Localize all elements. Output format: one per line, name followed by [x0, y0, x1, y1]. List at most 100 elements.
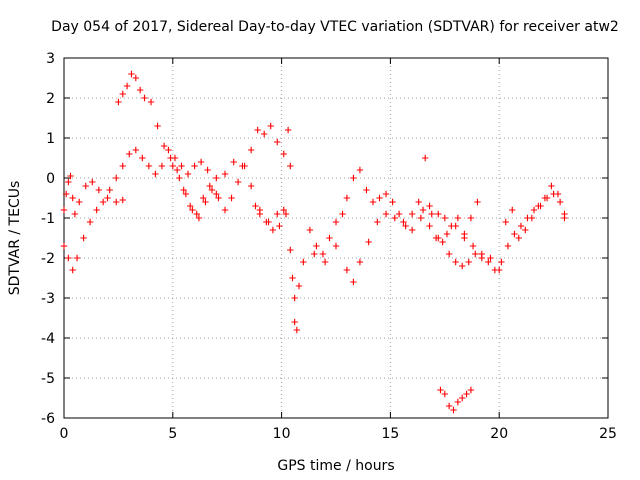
data-point [450, 406, 457, 414]
data-point [193, 210, 200, 218]
series-arc-3 [115, 70, 220, 218]
data-point [228, 194, 235, 202]
data-point [417, 214, 425, 222]
data-point [169, 162, 176, 170]
data-point [165, 146, 172, 154]
data-point [419, 206, 427, 214]
data-point [382, 210, 390, 218]
data-point [263, 218, 270, 226]
data-point [504, 242, 512, 250]
data-point [145, 162, 153, 170]
data-point [139, 154, 146, 162]
data-point [213, 174, 220, 182]
data-point [215, 194, 222, 202]
data-point [548, 182, 555, 190]
data-point [119, 162, 126, 170]
data-point [132, 74, 140, 82]
data-point [435, 210, 442, 218]
x-tick-label: 20 [490, 426, 508, 442]
data-point [295, 282, 303, 290]
y-tick-label: -2 [41, 251, 55, 267]
data-point [213, 190, 220, 198]
data-point [189, 206, 196, 214]
data-point [152, 170, 159, 178]
data-point [60, 206, 68, 214]
data-point [465, 258, 472, 266]
data-point [221, 170, 229, 178]
data-point [206, 182, 213, 190]
data-point [167, 154, 174, 162]
y-axis-label: SDTVAR / TECUs [7, 181, 23, 296]
data-point [509, 206, 516, 214]
series-arc-4 [169, 122, 287, 222]
data-point [180, 186, 187, 194]
data-point [350, 174, 357, 182]
grid-lines [64, 58, 608, 418]
series-arc-10 [502, 182, 568, 242]
chart-title: Day 054 of 2017, Sidereal Day-to-day VTE… [51, 19, 619, 35]
data-point [491, 266, 499, 274]
data-point [452, 258, 459, 266]
data-point [269, 226, 277, 234]
data-point [128, 70, 135, 78]
data-point [115, 98, 122, 106]
data-point [408, 226, 416, 234]
data-point [454, 398, 462, 406]
data-point [184, 170, 192, 178]
data-point [454, 214, 462, 222]
y-tick-label: 1 [46, 131, 55, 147]
data-point [200, 194, 207, 202]
y-tick-label: -1 [41, 211, 55, 227]
x-tick-label: 5 [168, 426, 177, 442]
data-point [554, 190, 562, 198]
data-point [234, 178, 242, 186]
data-point [467, 386, 475, 394]
data-point [517, 222, 525, 230]
data-point [260, 130, 268, 138]
data-point [158, 162, 166, 170]
data-point [437, 386, 444, 394]
data-point [154, 122, 161, 130]
data-point [326, 234, 333, 242]
data-point [498, 258, 505, 266]
data-point [535, 202, 542, 210]
y-tick-label: -3 [41, 291, 55, 307]
data-point [487, 254, 494, 262]
x-tick-label: 10 [273, 426, 291, 442]
y-tick-label: -4 [41, 331, 55, 347]
data-point [415, 198, 422, 206]
data-point [459, 394, 466, 402]
data-point [274, 138, 281, 146]
data-point [69, 194, 76, 202]
data-point [343, 266, 351, 274]
data-point [515, 234, 522, 242]
data-point [343, 194, 351, 202]
data-point [241, 162, 248, 170]
x-tick-label: 25 [599, 426, 617, 442]
data-point [441, 390, 448, 398]
data-point [448, 222, 455, 230]
data-point [443, 230, 451, 238]
data-point [119, 196, 126, 204]
data-point [441, 214, 448, 222]
data-point [256, 210, 264, 218]
data-point [176, 174, 183, 182]
data-point [187, 202, 194, 210]
data-point [89, 178, 96, 186]
y-tick-label: 3 [46, 51, 55, 67]
data-point [472, 250, 479, 258]
data-point [208, 186, 216, 194]
data-point [365, 238, 372, 246]
data-point [60, 242, 68, 250]
data-point [93, 206, 100, 214]
data-point [95, 186, 103, 194]
data-point [230, 158, 237, 166]
data-point [311, 250, 318, 258]
data-point [123, 82, 131, 90]
data-point [254, 126, 261, 134]
data-point [467, 214, 475, 222]
data-point [136, 86, 144, 94]
y-tick-label: 2 [46, 91, 55, 107]
data-point [113, 174, 120, 182]
data-point [374, 218, 381, 226]
